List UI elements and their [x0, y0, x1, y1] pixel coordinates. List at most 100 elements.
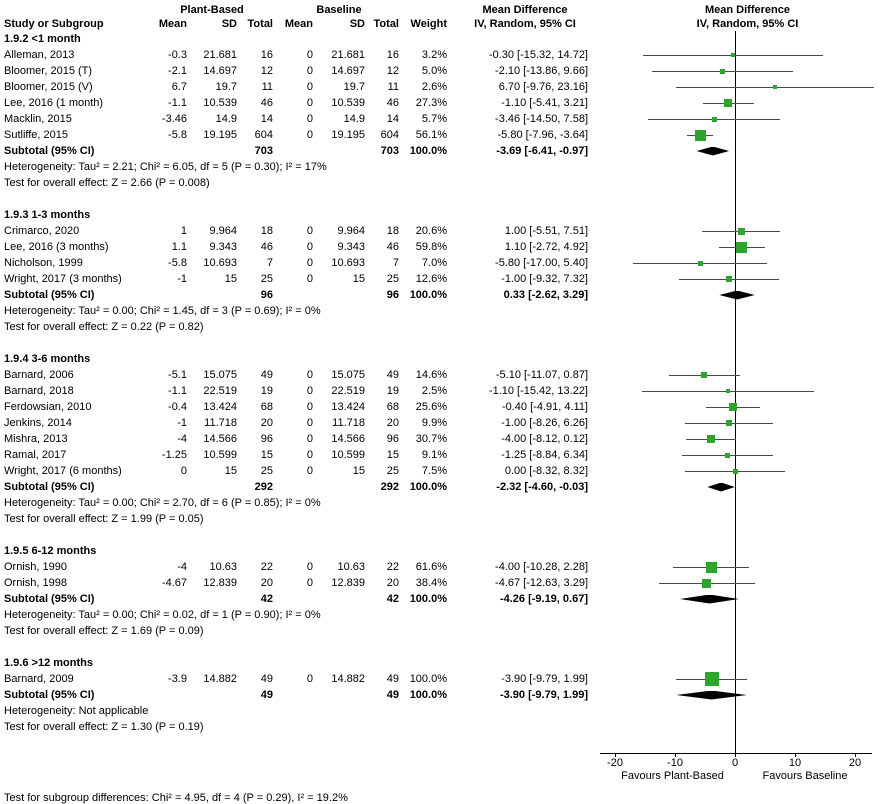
group1-header: Plant-Based	[180, 4, 244, 16]
sd1-value: 14.9	[215, 113, 237, 125]
spacer-row	[0, 639, 895, 655]
subtotal-total2-value: 49	[386, 689, 399, 701]
subgroup-label: 1.9.6 >12 months	[4, 657, 93, 669]
weight-value: 9.1%	[421, 449, 447, 461]
subtotal-study-name: Subtotal (95% CI)	[4, 289, 95, 301]
mean2-value: 0	[306, 369, 313, 381]
sd2-value: 10.693	[331, 257, 365, 269]
total1-value: 16	[260, 49, 273, 61]
total1-value: 20	[260, 417, 273, 429]
plot-cell	[600, 687, 895, 703]
plot-cell	[600, 607, 895, 623]
study-name: Ramal, 2017	[4, 449, 67, 461]
mean2-value: 0	[306, 401, 313, 413]
mean2-value: 0	[306, 577, 313, 589]
sd2-value: 11.718	[332, 417, 365, 429]
mean2-value: 0	[306, 673, 313, 685]
plot-cell	[600, 31, 895, 47]
axis-tick-label: 20	[848, 757, 862, 769]
plot-cell	[600, 383, 895, 399]
total1-value: 25	[260, 465, 273, 477]
total1-value: 14	[260, 113, 273, 125]
total1-value: 12	[260, 65, 273, 77]
subtotal-study-name: Subtotal (95% CI)	[4, 145, 95, 157]
sd1-value: 22.519	[203, 385, 237, 397]
mean2-value: 0	[306, 65, 313, 77]
mean2-value: 0	[306, 113, 313, 125]
study-name: Jenkins, 2014	[4, 417, 72, 429]
subtotal-total1-value: 96	[260, 289, 273, 301]
sd1-value: 13.424	[203, 401, 237, 413]
sd2-value: 10.599	[331, 449, 365, 461]
study-row: Ferdowsian, 2010 -0.4 13.424 68 0 13.424 68 25.…	[0, 399, 895, 415]
plot-cell	[600, 639, 895, 655]
study-name: Nicholson, 1999	[4, 257, 83, 269]
plot-cell	[600, 415, 895, 431]
subgroup-header-row: 1.9.2 <1 month	[0, 31, 895, 47]
mean1-value: 1	[180, 225, 187, 237]
total1-value: 15	[260, 449, 273, 461]
mean2-value: 0	[306, 449, 313, 461]
heterogeneity-row-text: Heterogeneity: Tau² = 0.00; Chi² = 2.70,…	[4, 497, 321, 509]
subtotal-row: Subtotal (95% CI) 96 96 100.0% 0.33 [-2.62, …	[0, 287, 895, 303]
total2-value: 7	[392, 257, 399, 269]
plot-cell	[600, 399, 895, 415]
ci-text: -5.80 [-7.96, -3.64]	[497, 129, 589, 141]
mean1-value: -1	[177, 273, 187, 285]
weight-value: 59.8%	[415, 241, 447, 253]
sd1-value: 21.681	[203, 49, 237, 61]
mean2-value: 0	[306, 465, 313, 477]
overall-effect-row-text: Test for overall effect: Z = 0.22 (P = 0…	[4, 321, 204, 333]
overall-effect-row-text: Test for overall effect: Z = 1.99 (P = 0…	[4, 513, 204, 525]
effect-marker	[732, 468, 738, 474]
mean2-value: 0	[306, 433, 313, 445]
subtotal-study-name: Subtotal (95% CI)	[4, 481, 95, 493]
mean1-value: -2.1	[168, 65, 187, 77]
mean1-value: 0	[180, 465, 187, 477]
total1-value: 20	[260, 577, 273, 589]
subtotal-row: Subtotal (95% CI) 703 703 100.0% -3.69 [-6.4…	[0, 143, 895, 159]
plot-cell	[600, 287, 895, 303]
study-row: Barnard, 2006 -5.1 15.075 49 0 15.075 49 14.6% -…	[0, 367, 895, 383]
total2-value: 12	[386, 65, 399, 77]
total2-value: 68	[386, 401, 399, 413]
total2-value: 46	[386, 241, 399, 253]
study-row: Barnard, 2018 -1.1 22.519 19 0 22.519 19 2.5% -1…	[0, 383, 895, 399]
ci-text: 0.00 [-8.32, 8.32]	[504, 465, 588, 477]
total2-value: 20	[386, 417, 399, 429]
sd1-value: 10.599	[203, 449, 237, 461]
subtotal-study-name: Subtotal (95% CI)	[4, 593, 95, 605]
mean1-value: -0.3	[168, 49, 187, 61]
total1-value: 49	[260, 673, 273, 685]
study-row: Ramal, 2017 -1.25 10.599 15 0 10.599 15 9.1% -1.…	[0, 447, 895, 463]
plot-cell	[600, 191, 895, 207]
mean1-value: -3.46	[161, 113, 187, 125]
weight-value: 2.6%	[421, 81, 447, 93]
subgroup-label: 1.9.5 6-12 months	[4, 545, 97, 557]
sd1-value: 14.566	[203, 433, 237, 445]
plot-cell	[600, 719, 895, 735]
sd2-value: 21.681	[331, 49, 365, 61]
axis-tick-label: -10	[667, 757, 683, 769]
ci-text: -1.10 [-5.41, 3.21]	[501, 97, 588, 109]
header-column-row: Study or Subgroup Mean SD Total Mean SD …	[0, 17, 895, 31]
subtotal-diamond	[696, 146, 730, 156]
favours-right-label: Favours Baseline	[762, 770, 848, 782]
mean2-value: 0	[306, 241, 313, 253]
axis-tick	[735, 753, 736, 757]
study-row: Bloomer, 2015 (T) -2.1 14.697 12 0 14.697 12 5.…	[0, 63, 895, 79]
study-name: Barnard, 2006	[4, 369, 74, 381]
study-name: Wright, 2017 (3 months)	[4, 273, 122, 285]
sd2-value: 19.195	[331, 129, 365, 141]
spacer-row	[0, 335, 895, 351]
mean2-value: 0	[306, 97, 313, 109]
subtotal-diamond	[676, 690, 747, 700]
effect-marker	[694, 129, 706, 141]
subgroup-label: 1.9.2 <1 month	[4, 33, 81, 45]
sd2-value: 12.839	[331, 577, 365, 589]
effect-marker	[725, 452, 730, 458]
study-name: Alleman, 2013	[4, 49, 75, 61]
plot-cell	[600, 511, 895, 527]
total1-value: 68	[260, 401, 273, 413]
axis-tick-label: 10	[788, 757, 802, 769]
